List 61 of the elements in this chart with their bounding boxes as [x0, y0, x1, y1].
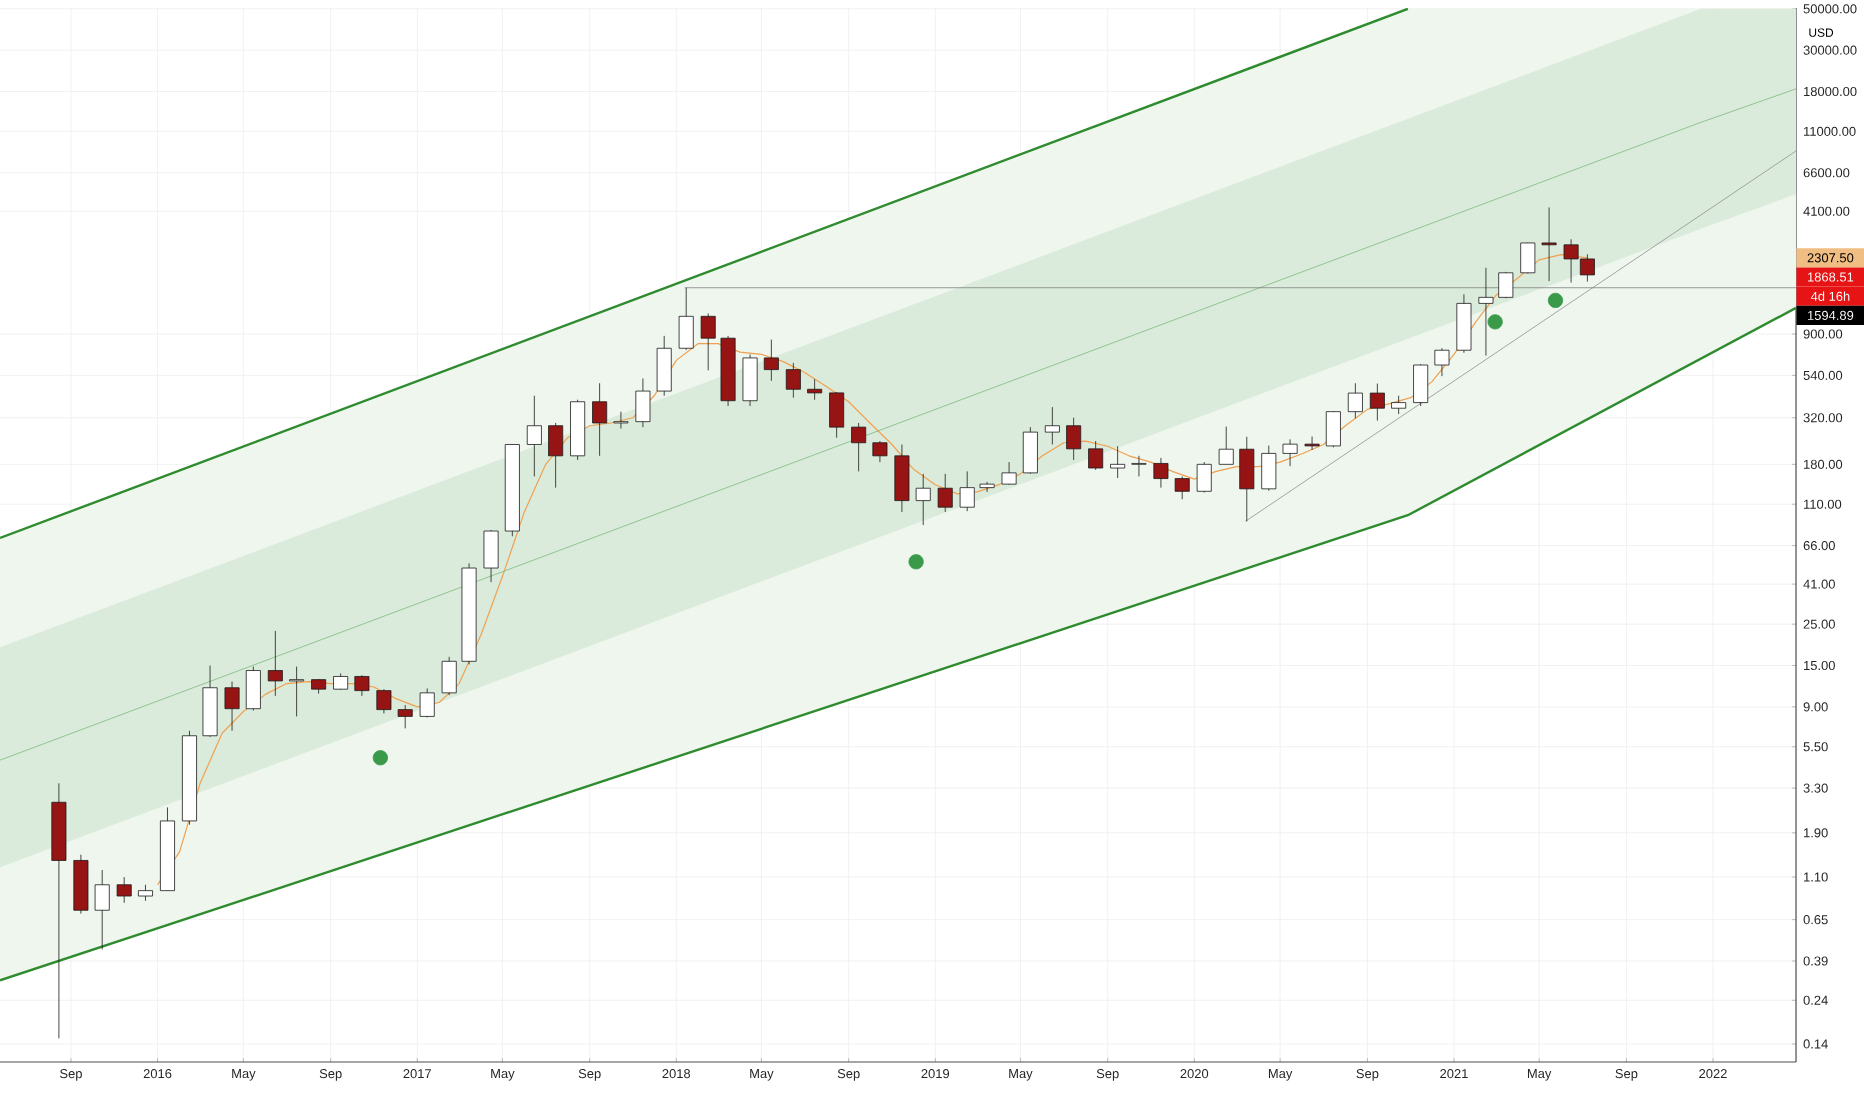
candlestick [742, 353, 758, 407]
candlestick [1218, 426, 1234, 465]
candlestick [94, 869, 110, 950]
candlestick [872, 440, 888, 463]
candlestick [1434, 347, 1450, 377]
candlestick [483, 529, 499, 583]
candlestick [763, 339, 779, 382]
candlestick [1174, 476, 1190, 500]
candlestick [1110, 445, 1126, 479]
candlestick [245, 666, 261, 711]
candlestick [937, 473, 953, 513]
candlestick [548, 422, 564, 489]
candlestick [851, 422, 867, 472]
candlestick [700, 313, 716, 371]
candlestick [526, 395, 542, 477]
candlestick [1022, 426, 1038, 475]
candlestick [1369, 383, 1385, 421]
candlestick [1066, 417, 1082, 461]
candlestick [1304, 436, 1320, 451]
point [908, 554, 924, 570]
candlestick [635, 378, 651, 428]
candlestick [1347, 382, 1363, 419]
candlestick [376, 688, 392, 714]
candlestick [1541, 207, 1557, 282]
point [372, 750, 388, 766]
candlestick [894, 444, 910, 513]
candlestick [959, 470, 975, 512]
candlestick [979, 481, 995, 493]
candlestick [613, 411, 629, 429]
candlestick [116, 876, 132, 904]
candlestick [1088, 440, 1104, 471]
candlestick [1261, 445, 1277, 492]
candlestick [1282, 438, 1298, 467]
point [1547, 292, 1564, 308]
candlestick [1239, 436, 1255, 522]
candlestick [224, 681, 240, 732]
candlestick [267, 630, 283, 697]
candlestick [1456, 293, 1472, 354]
candlestick [678, 287, 694, 351]
candlestick [785, 362, 801, 399]
candlestick [397, 704, 413, 729]
candlestick [592, 382, 608, 457]
point [1487, 314, 1503, 330]
candlestick [1131, 455, 1147, 477]
candlestick [1478, 267, 1494, 356]
candlestick [419, 688, 435, 718]
candlestick [1044, 406, 1060, 445]
candlestick [441, 656, 457, 696]
candlestick [807, 378, 823, 401]
candlestick [1153, 457, 1169, 489]
candlestick [1391, 395, 1407, 415]
candlestick [1001, 461, 1017, 486]
candlestick [829, 391, 845, 439]
candlestick [1325, 410, 1341, 448]
candlestick [1413, 363, 1429, 407]
candlestick [1520, 242, 1536, 274]
candlestick [656, 335, 672, 397]
candlestick [289, 666, 305, 717]
candlestick [354, 674, 370, 697]
candlestick [915, 473, 931, 526]
candlestick [1196, 461, 1212, 493]
